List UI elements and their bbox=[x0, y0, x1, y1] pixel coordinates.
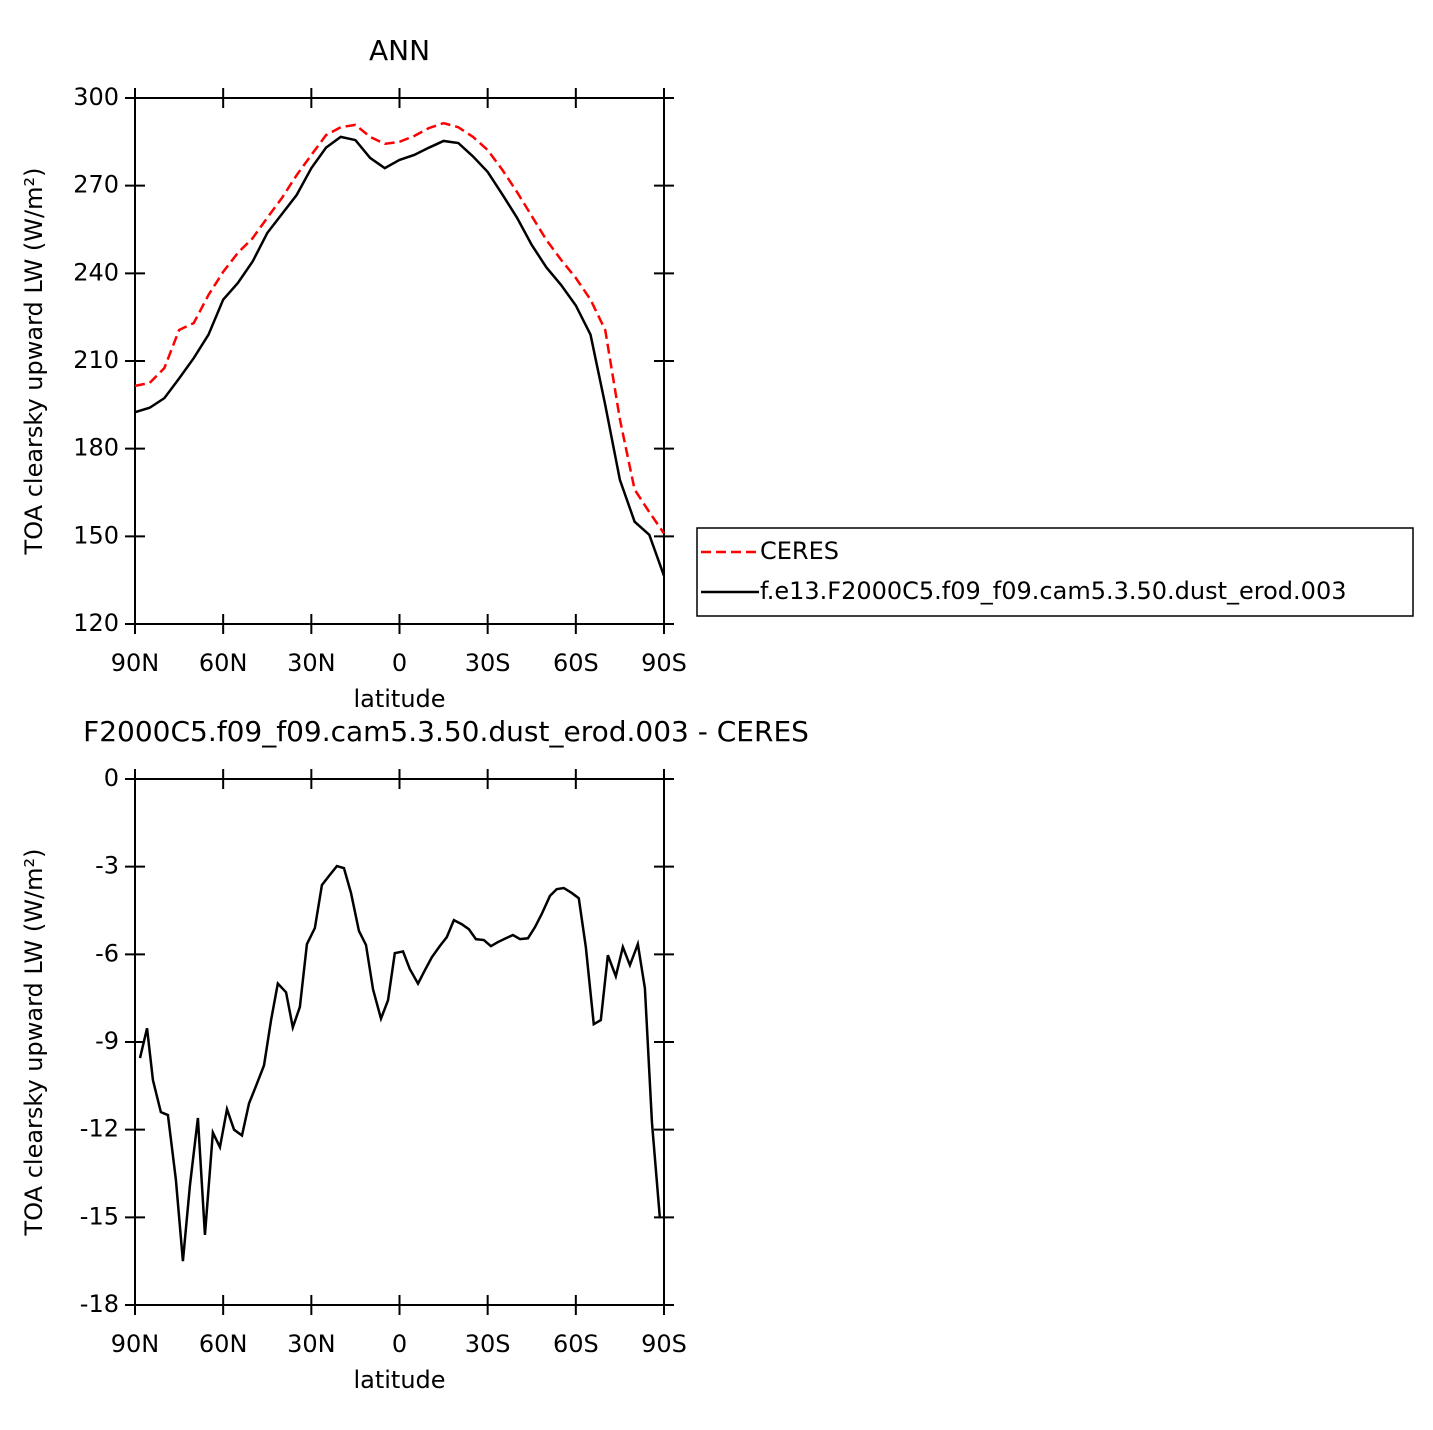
y-tick-label: -18 bbox=[80, 1290, 119, 1318]
legend-label: CERES bbox=[760, 537, 839, 565]
x-tick-label: 60N bbox=[199, 1330, 248, 1358]
y-axis-label: TOA clearsky upward LW (W/m²) bbox=[20, 168, 48, 556]
y-tick-label: -3 bbox=[95, 852, 119, 880]
x-tick-label: 0 bbox=[392, 649, 407, 677]
x-tick-label: 60N bbox=[199, 649, 248, 677]
y-tick-label: 240 bbox=[73, 258, 119, 286]
chart-title: F2000C5.f09_f09.cam5.3.50.dust_erod.003 … bbox=[83, 715, 809, 748]
x-tick-label: 90N bbox=[111, 649, 160, 677]
y-tick-label: -15 bbox=[80, 1202, 119, 1230]
chart-title: ANN bbox=[369, 34, 430, 67]
plot-frame bbox=[134, 97, 665, 625]
x-tick-label: 60S bbox=[553, 649, 599, 677]
plot-frame bbox=[134, 778, 665, 1306]
y-tick-label: 300 bbox=[73, 83, 119, 111]
x-tick-label: 30S bbox=[465, 1330, 511, 1358]
x-tick-label: 30N bbox=[287, 649, 336, 677]
data-line bbox=[138, 864, 662, 1262]
y-tick-label: -12 bbox=[80, 1115, 119, 1143]
data-line bbox=[134, 121, 666, 535]
y-tick-label: 270 bbox=[73, 171, 119, 199]
legend-box bbox=[696, 527, 1414, 617]
x-tick-label: 90N bbox=[111, 1330, 160, 1358]
y-tick-label: 0 bbox=[104, 764, 119, 792]
y-tick-label: 180 bbox=[73, 434, 119, 462]
legend-label: f.e13.F2000C5.f09_f09.cam5.3.50.dust_ero… bbox=[760, 577, 1346, 605]
y-tick-label: 150 bbox=[73, 521, 119, 549]
y-tick-label: -6 bbox=[95, 939, 119, 967]
data-line bbox=[134, 135, 666, 577]
y-axis-label: TOA clearsky upward LW (W/m²) bbox=[20, 849, 48, 1237]
x-tick-label: 90S bbox=[641, 1330, 687, 1358]
x-tick-label: 30S bbox=[465, 649, 511, 677]
y-tick-label: 210 bbox=[73, 346, 119, 374]
x-axis-label: latitude bbox=[353, 1366, 445, 1394]
x-tick-label: 60S bbox=[553, 1330, 599, 1358]
x-axis-label: latitude bbox=[353, 685, 445, 713]
x-tick-label: 90S bbox=[641, 649, 687, 677]
x-tick-label: 0 bbox=[392, 1330, 407, 1358]
x-tick-label: 30N bbox=[287, 1330, 336, 1358]
y-tick-label: 120 bbox=[73, 609, 119, 637]
y-tick-label: -9 bbox=[95, 1027, 119, 1055]
